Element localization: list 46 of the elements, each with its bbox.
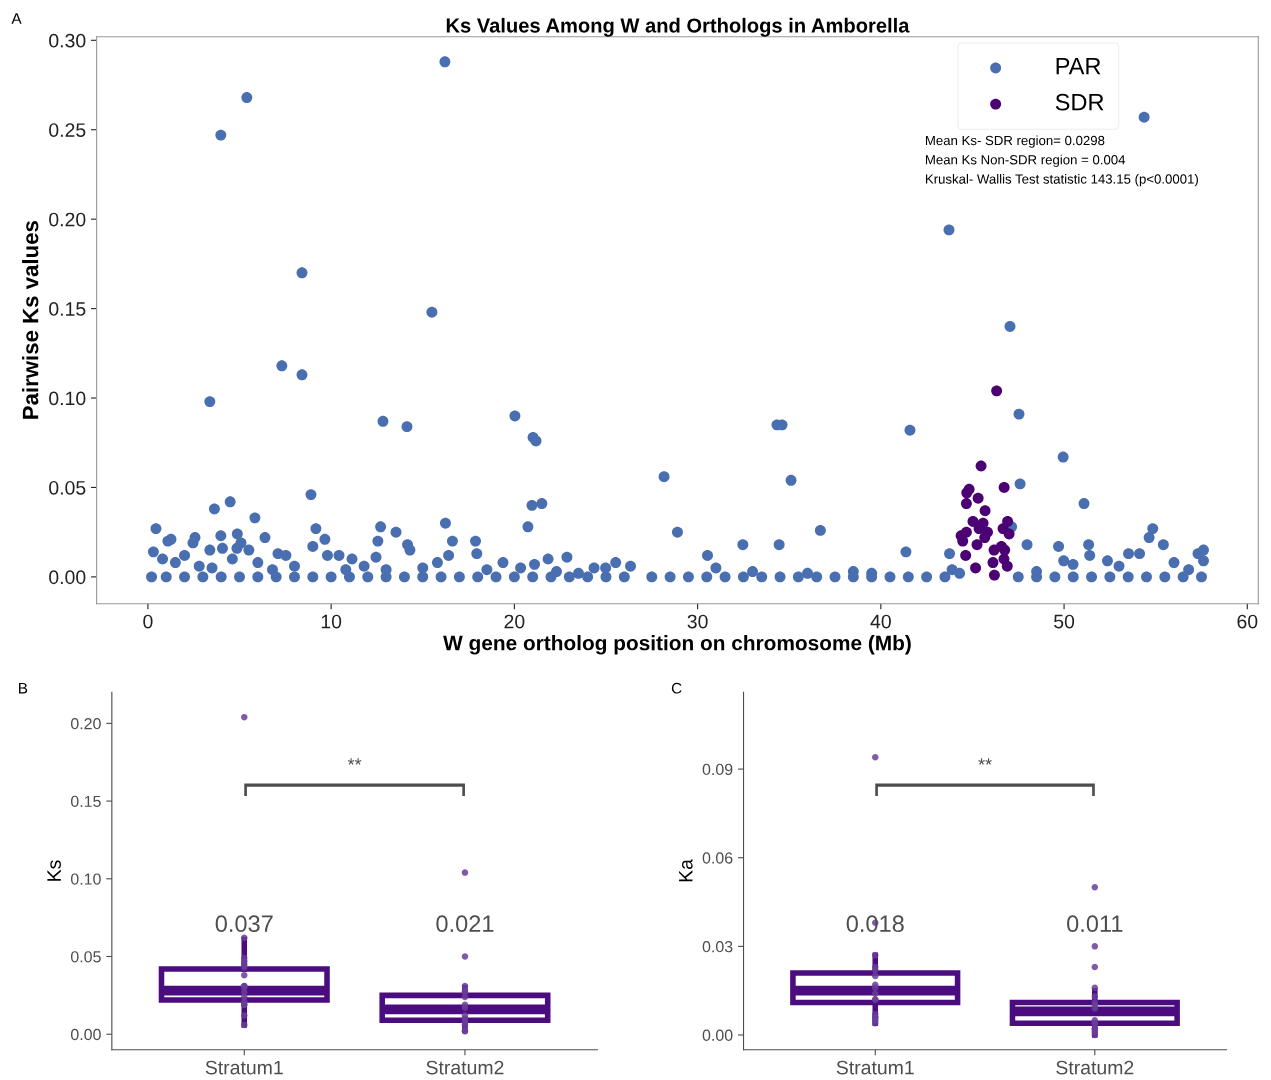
y-tick-label: 0.10	[70, 873, 101, 885]
x-tick-label: Stratum2	[426, 1060, 504, 1075]
annotation: 0.037	[215, 915, 273, 933]
y-tick-label: 0.00	[49, 570, 86, 585]
text: B	[19, 682, 28, 694]
y-tick-label: 0.00	[70, 1028, 101, 1041]
x-tick-label: 20	[504, 614, 525, 629]
y-tick-label: 0.25	[49, 123, 86, 137]
y-tick-label: 0.09	[702, 763, 733, 776]
x-tick-label: 60	[1237, 614, 1258, 629]
x-tick-label: 30	[687, 614, 708, 629]
x-tick-label: 50	[1054, 614, 1075, 629]
x-axis-title: W gene ortholog position on chromosome (Mb)	[443, 635, 911, 655]
y-axis-title: Pairwise Ks values	[22, 221, 39, 419]
x-tick-label: 0	[143, 614, 153, 629]
x-tick-label: Stratum1	[205, 1060, 283, 1075]
annotation: Mean Ks Non-SDR region = 0.004	[925, 154, 1126, 168]
y-tick-label: 0.15	[49, 302, 86, 316]
y-tick-label: 0.20	[70, 718, 101, 730]
x-tick-label: 10	[321, 614, 342, 629]
y-axis-title: Ka	[679, 859, 693, 882]
legend-label: PAR	[1056, 57, 1101, 75]
x-tick-label: Stratum2	[1056, 1060, 1134, 1075]
annotation: 0.021	[436, 915, 494, 933]
y-tick-label: 0.15	[70, 795, 101, 808]
annotation: **	[978, 758, 992, 765]
annotation: Kruskal- Wallis Test statistic 143.15 (p<0.0001)	[925, 174, 1198, 187]
annotation: **	[347, 758, 362, 765]
annotation: 0.011	[1067, 915, 1123, 933]
y-tick-label: 0.06	[702, 852, 733, 864]
y-tick-label: 0.20	[49, 212, 86, 227]
y-tick-label: 0.30	[49, 33, 86, 48]
text: A	[11, 13, 22, 24]
y-axis-title: Ks	[47, 860, 61, 881]
annotation: 0.018	[846, 915, 904, 933]
y-tick-label: 0.03	[702, 940, 733, 953]
text: C	[671, 682, 682, 694]
x-tick-label: 40	[870, 614, 891, 629]
legend-label: SDR	[1055, 93, 1104, 111]
y-tick-label: 0.00	[702, 1029, 733, 1041]
y-tick-label: 0.10	[49, 391, 86, 406]
chart-title: Ks Values Among W and Orthologs in Amborella	[446, 17, 910, 37]
y-tick-label: 0.05	[70, 951, 101, 963]
annotation: Mean Ks- SDR region= 0.0298	[925, 135, 1105, 148]
x-tick-label: Stratum1	[836, 1060, 914, 1075]
y-tick-label: 0.05	[49, 480, 86, 495]
